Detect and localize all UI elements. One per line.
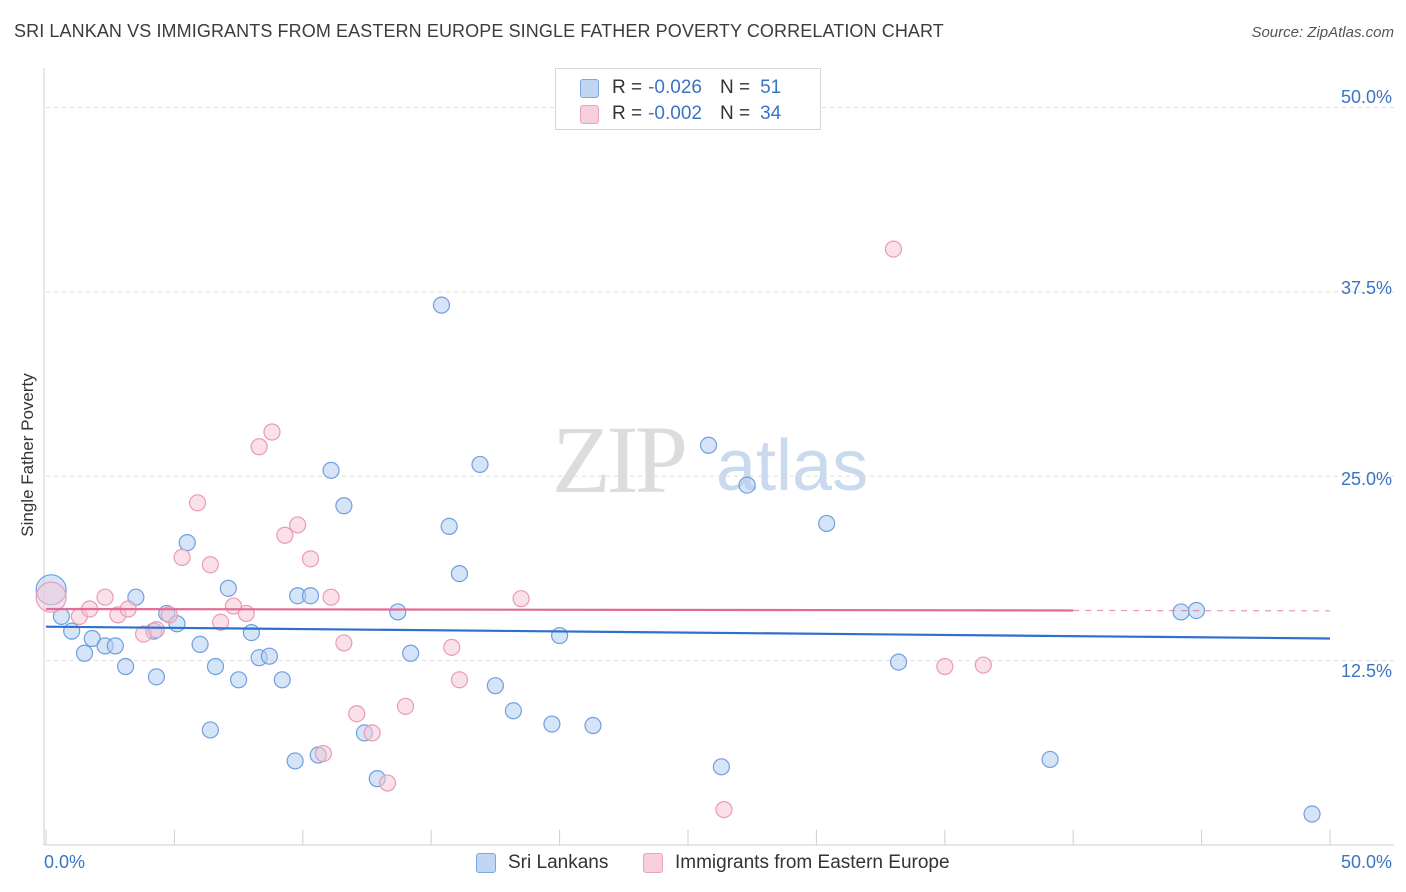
eastern-europe-point-32 <box>936 657 954 676</box>
sri-lankans-point-16 <box>206 657 225 676</box>
y-tick-label-12-5: 12.5% <box>1340 661 1392 681</box>
sri-lankans-point-14 <box>191 635 209 654</box>
sri-lankans-point-25 <box>301 587 320 605</box>
stats-legend-row-eastern-europe: R = -0.002 N = 34 <box>580 102 781 126</box>
eastern-europe-point-18 <box>289 516 307 534</box>
sri-lankans-point-36 <box>471 455 489 474</box>
stats-legend-row-sri-lankans: R = -0.026 N = 51 <box>580 76 781 100</box>
sri-lankans-point-2 <box>63 622 81 640</box>
sri-lankans-point-50 <box>1303 805 1321 823</box>
series-legend: Sri Lankans Immigrants from Eastern Euro… <box>0 852 1406 878</box>
y-tick-label-50: 50.0% <box>1340 87 1392 107</box>
y-tick-label-37-5: 37.5% <box>1340 278 1392 298</box>
chart-title: SRI LANKAN VS IMMIGRANTS FROM EASTERN EU… <box>14 21 944 41</box>
eastern-europe-point-16 <box>263 423 281 441</box>
sri-lankans-point-33 <box>432 296 451 314</box>
eastern-europe-point-19 <box>301 550 320 568</box>
n-label: N = <box>719 77 751 98</box>
eastern-europe-point-30 <box>715 800 733 819</box>
sri-lankans-point-32 <box>402 644 420 662</box>
watermark-zip: ZIP <box>552 406 685 513</box>
eastern-europe-point-9 <box>173 548 191 566</box>
sri-lankans-point-28 <box>335 497 353 515</box>
eastern-europe-point-20 <box>314 744 332 763</box>
eastern-europe-point-29 <box>512 590 530 608</box>
sri-lankans-point-42 <box>699 436 718 454</box>
eastern-europe-point-15 <box>250 438 268 456</box>
n-value-eastern-europe: 34 <box>760 103 782 124</box>
eastern-europe-point-21 <box>322 588 340 606</box>
sri-lankans-point-44 <box>738 476 756 494</box>
sri-lankans-point-19 <box>242 623 261 642</box>
eastern-europe-point-25 <box>378 774 397 792</box>
eastern-europe-point-22 <box>335 634 353 652</box>
eastern-europe-point-12 <box>212 613 230 631</box>
sri-lankans-point-40 <box>550 626 569 645</box>
sri-lankans-point-48 <box>1172 603 1190 621</box>
sri-lankans-point-15 <box>201 721 219 739</box>
sri-lankans-point-37 <box>486 677 504 695</box>
sri-lankans-point-41 <box>584 716 602 735</box>
legend-label-sri-lankans: Sri Lankans <box>508 852 609 873</box>
eastern-europe-point-28 <box>450 671 469 689</box>
eastern-europe-swatch <box>580 104 599 124</box>
eastern-europe-point-31 <box>884 240 903 258</box>
sri-lankans-point-10 <box>147 668 166 686</box>
stats-legend: R = -0.026 N = 51 R = -0.002 N = 34 <box>555 68 821 130</box>
sri-lankans-point-17 <box>219 579 237 597</box>
eastern-europe-point-11 <box>201 556 219 574</box>
eastern-europe-point-7 <box>147 621 166 639</box>
sri-lankans-point-34 <box>440 517 458 536</box>
sri-lankans-swatch <box>580 78 599 98</box>
r-value-eastern-europe: -0.002 <box>648 103 702 124</box>
y-tick-label-25: 25.0% <box>1340 469 1392 489</box>
sri-lankans-point-18 <box>230 671 248 689</box>
x-tick-label-min: 0.0% <box>44 852 86 872</box>
x-tick-label-max: 50.0% <box>1340 852 1392 872</box>
sri-lankans-trend-line <box>45 625 1331 640</box>
sri-lankans-point-47 <box>1041 750 1059 769</box>
eastern-europe-point-8 <box>160 606 178 624</box>
legend-item-sri-lankans[interactable]: Sri Lankans <box>476 852 608 874</box>
sri-lankans-legend-swatch <box>476 853 496 873</box>
sri-lankans-point-39 <box>543 715 561 733</box>
sri-lankans-point-27 <box>322 461 340 479</box>
sri-lankans-point-46 <box>889 653 908 671</box>
eastern-europe-point-10 <box>188 494 207 512</box>
sri-lankans-point-31 <box>389 603 407 621</box>
eastern-europe-point-24 <box>363 724 381 742</box>
sri-lankans-point-22 <box>273 671 291 689</box>
eastern-europe-point-27 <box>443 638 461 656</box>
sri-lankans-point-38 <box>504 702 522 720</box>
eastern-europe-point-3 <box>96 588 114 606</box>
sri-lankans-point-6 <box>106 637 124 655</box>
sri-lankans-point-21 <box>260 647 279 665</box>
eastern-europe-trend-line <box>45 607 1074 612</box>
sri-lankans-point-4 <box>83 629 101 648</box>
eastern-europe-point-14 <box>237 604 255 623</box>
source-label: Source: ZipAtlas.com <box>1251 24 1394 41</box>
eastern-europe-point-17 <box>276 526 294 544</box>
r-value-sri-lankans: -0.026 <box>648 77 702 98</box>
sri-lankans-point-43 <box>712 758 730 776</box>
r-label: R = <box>612 103 643 124</box>
sri-lankans-point-3 <box>75 644 94 662</box>
eastern-europe-point-0 <box>35 581 67 613</box>
sri-lankans-point-45 <box>818 514 836 533</box>
eastern-europe-point-23 <box>348 705 366 723</box>
sri-lankans-point-35 <box>450 564 469 583</box>
sri-lankans-point-13 <box>178 534 196 552</box>
legend-label-eastern-europe: Immigrants from Eastern Europe <box>675 852 950 873</box>
eastern-europe-point-26 <box>396 697 415 715</box>
legend-item-eastern-europe[interactable]: Immigrants from Eastern Europe <box>643 852 950 874</box>
n-value-sri-lankans: 51 <box>760 77 782 98</box>
eastern-europe-legend-swatch <box>643 853 663 873</box>
watermark-atlas: atlas <box>716 426 868 506</box>
eastern-europe-point-33 <box>974 656 992 674</box>
n-label: N = <box>719 103 751 124</box>
sri-lankans-point-23 <box>286 752 304 770</box>
r-label: R = <box>612 77 643 98</box>
sri-lankans-point-7 <box>117 657 135 676</box>
